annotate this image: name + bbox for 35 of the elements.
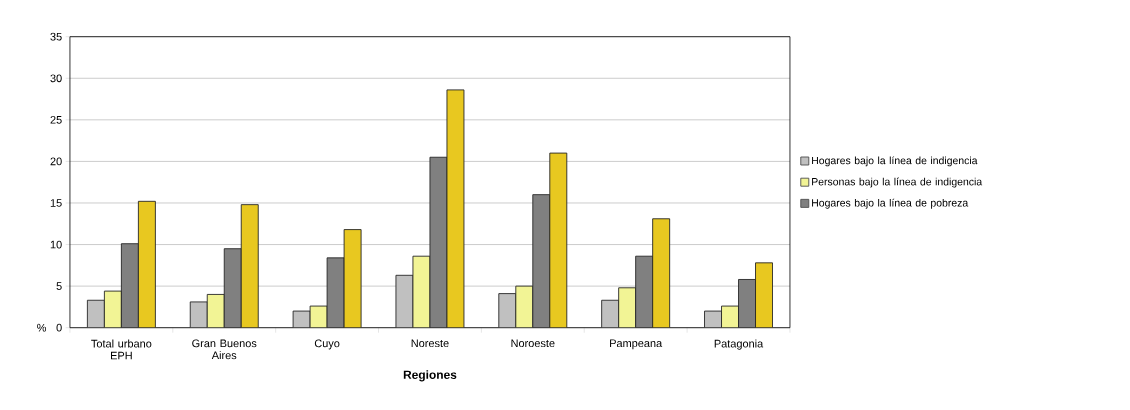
bar [240,204,259,328]
x-tick-label: Patagonia [714,339,764,350]
bar [532,194,551,328]
bar [138,201,156,328]
y-tick-label: 25 [50,115,62,124]
y-tick-label: 15 [50,199,62,207]
y-tick-label: 35 [50,32,62,41]
y-axis-title: % [37,323,47,332]
x-tick-label: Pampeana [610,339,663,350]
bar [635,255,654,328]
x-tick-label: Cuyo [314,339,340,350]
x-axis-title: Regiones [403,370,457,382]
y-tick-label: 20 [50,157,62,166]
bar [755,262,773,328]
x-tick-label: Gran Buenos Aires [192,339,257,360]
bar [498,293,517,328]
y-tick-label: 30 [50,74,62,83]
x-tick-label: Total urbano EPH [91,339,152,360]
bar [738,279,756,328]
bar [618,287,637,328]
legend-label: Personas bajo la línea de indigencia [812,177,983,188]
bar [223,248,242,328]
bar [549,152,568,328]
y-tick-label: 0 [56,323,62,332]
x-tick-label: Noroeste [511,339,555,348]
legend-label: Hogares bajo la línea de pobreza [812,198,969,209]
bar [121,243,139,328]
bar [515,285,534,328]
x-tick-label: Noreste [411,339,449,348]
y-tick-label: 10 [50,240,62,249]
legend-label: Hogares bajo la línea de indigencia [812,156,978,167]
bar [104,291,122,328]
y-tick-label: 5 [56,282,62,290]
bar [652,218,671,328]
bar [206,293,225,328]
